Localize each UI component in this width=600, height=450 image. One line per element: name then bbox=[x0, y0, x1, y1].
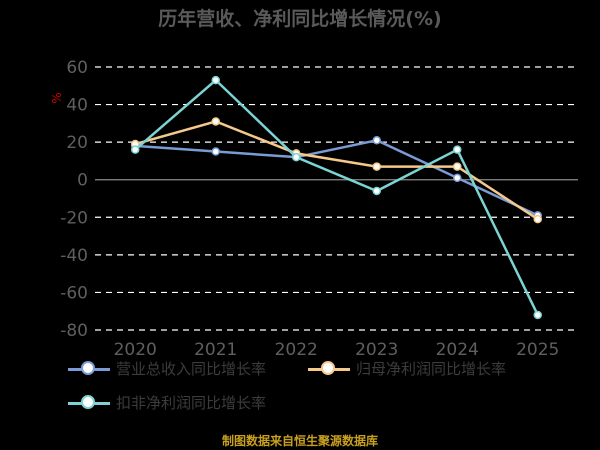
data-point bbox=[372, 162, 381, 171]
x-tick-label: 2021 bbox=[194, 340, 237, 360]
data-point bbox=[453, 173, 462, 183]
legend-item-deducted-profit[interactable]: 扣非净利润同比增长率 bbox=[68, 392, 266, 413]
legend-marker-icon bbox=[68, 359, 110, 379]
data-point bbox=[372, 136, 381, 145]
series-line-0 bbox=[135, 138, 539, 217]
data-point bbox=[372, 186, 381, 196]
data-point bbox=[292, 152, 301, 162]
x-tick-label: 2024 bbox=[436, 340, 479, 360]
series-line-2 bbox=[134, 78, 539, 316]
data-point bbox=[131, 145, 140, 154]
x-tick-label: 2023 bbox=[355, 340, 398, 360]
legend-label-revenue: 营业总收入同比增长率 bbox=[116, 360, 267, 378]
y-tick-label: 20 bbox=[66, 133, 88, 153]
y-axis-label: % bbox=[50, 92, 64, 103]
data-point bbox=[211, 75, 220, 85]
legend-item-net-profit[interactable]: 归母净利润同比增长率 bbox=[308, 358, 506, 379]
source-footer: 制图数据来自恒生聚源数据库 bbox=[221, 434, 378, 448]
y-tick-label: -40 bbox=[60, 246, 88, 266]
data-point bbox=[533, 310, 542, 320]
data-point bbox=[453, 145, 462, 154]
y-tick-label: 40 bbox=[66, 96, 88, 116]
x-tick-label: 2020 bbox=[114, 340, 157, 360]
series-line-1 bbox=[134, 120, 539, 221]
y-tick-label: -60 bbox=[60, 283, 88, 303]
data-point bbox=[211, 147, 220, 156]
legend-marker-icon bbox=[308, 359, 350, 379]
x-tick-label: 2025 bbox=[516, 340, 559, 360]
chart-title: 历年营收、净利同比增长情况(%) bbox=[158, 8, 442, 30]
data-point bbox=[533, 214, 542, 224]
x-tick-label: 2022 bbox=[275, 340, 318, 360]
y-tick-label: 0 bbox=[77, 171, 88, 191]
legend-item-revenue[interactable]: 营业总收入同比增长率 bbox=[68, 358, 266, 379]
legend-label-deducted-profit: 扣非净利润同比增长率 bbox=[116, 394, 267, 412]
y-tick-label: 60 bbox=[66, 58, 88, 78]
y-tick-label: -80 bbox=[60, 321, 88, 341]
data-point bbox=[453, 162, 462, 171]
y-tick-label: -20 bbox=[60, 208, 88, 228]
legend-label-net-profit: 归母净利润同比增长率 bbox=[356, 360, 507, 378]
legend-marker-icon bbox=[68, 393, 110, 413]
data-point bbox=[211, 117, 220, 126]
